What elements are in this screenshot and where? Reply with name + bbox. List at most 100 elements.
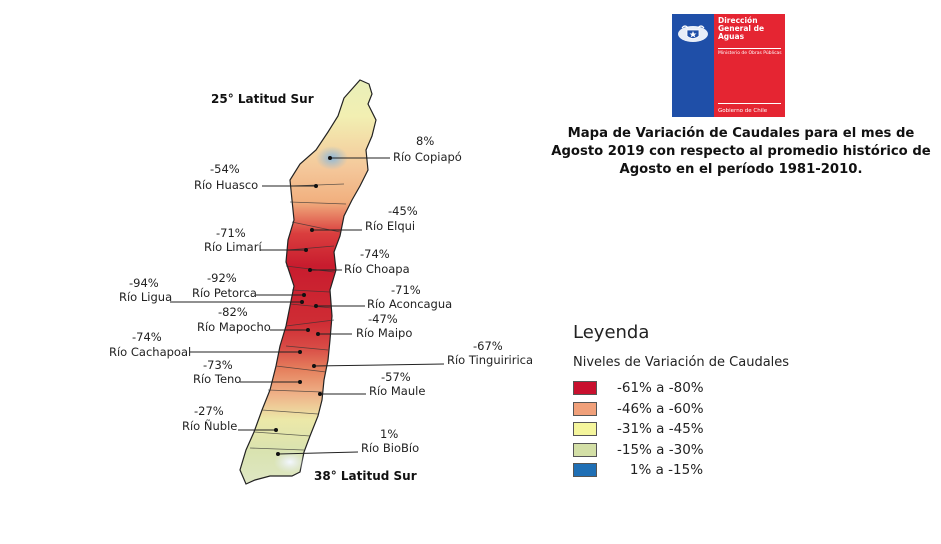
river-value: -54%	[210, 162, 240, 176]
river-point	[300, 300, 304, 304]
chilean-coat-of-arms-icon	[678, 25, 708, 42]
river-point	[308, 268, 312, 272]
river-name: Río Cachapoal	[109, 345, 191, 359]
river-annotation: -67%Río Tinguiririca	[312, 339, 533, 368]
river-name: Río Teno	[193, 372, 241, 386]
river-value: -74%	[360, 247, 390, 261]
legend-item-label: -61% a -80%	[617, 380, 704, 397]
river-value: -47%	[368, 312, 398, 326]
legend-item: -46% a -60%	[573, 399, 789, 420]
map-territory	[239, 79, 377, 485]
legend-swatch	[573, 463, 597, 478]
river-point	[298, 350, 302, 354]
legend-subtitle: Niveles de Variación de Caudales	[573, 355, 790, 370]
river-value: -45%	[388, 204, 418, 218]
legend-item: -31% a -45%	[573, 419, 789, 440]
river-annotation: -54% Río Huasco	[194, 162, 318, 192]
river-value: -82%	[218, 305, 248, 319]
river-point	[314, 304, 318, 308]
legend-item-label: -31% a -45%	[617, 421, 704, 438]
river-value: -92%	[207, 271, 237, 285]
river-annotation: -74%Río Cachapoal	[109, 330, 302, 359]
legend-item: 1% a -15%	[573, 460, 789, 481]
latitude-south-label: 38° Latitud Sur	[314, 469, 417, 483]
river-value: -74%	[132, 330, 162, 344]
river-value: -71%	[216, 226, 246, 240]
river-value: -27%	[194, 404, 224, 418]
logo-divider	[718, 48, 781, 49]
river-name: Río Ñuble	[182, 418, 237, 433]
legend-item-label: -46% a -60%	[617, 400, 704, 417]
river-point	[314, 184, 318, 188]
river-point	[306, 328, 310, 332]
legend-item-label: -15% a -30%	[617, 441, 704, 458]
legend-item: -61% a -80%	[573, 378, 789, 399]
legend-item: -15% a -30%	[573, 440, 789, 461]
legend-swatch	[573, 401, 597, 416]
river-annotation: -73%Río Teno	[193, 358, 302, 386]
river-annotation: -94%Río Ligua	[119, 276, 304, 304]
river-name: Río BioBío	[361, 441, 419, 455]
river-leader-line	[313, 363, 445, 367]
river-point	[328, 156, 332, 160]
logo-subtitle: Ministerio de Obras Públicas	[718, 51, 782, 56]
river-annotation: 1%Río BioBío	[276, 427, 419, 456]
dga-logo: Dirección General de Aguas Ministerio de…	[672, 14, 785, 117]
logo-divider	[718, 103, 781, 104]
river-name: Río Aconcagua	[367, 297, 452, 311]
logo-footer: Gobierno de Chile	[718, 108, 768, 114]
legend-swatch	[573, 442, 597, 457]
river-value: 8%	[416, 134, 434, 148]
river-point	[312, 364, 316, 368]
river-name: Río Maule	[369, 384, 425, 398]
river-annotation: -74%Río Choapa	[308, 247, 410, 276]
river-annotation: -71%Río Aconcagua	[314, 283, 452, 311]
logo-blue-field	[672, 14, 714, 117]
river-point	[276, 452, 280, 456]
river-name: Río Choapa	[344, 262, 410, 276]
river-point	[298, 380, 302, 384]
river-value: -67%	[473, 339, 503, 353]
legend-swatch	[573, 422, 597, 437]
map-title: Mapa de Variación de Caudales para el me…	[551, 126, 931, 177]
river-annotation: -47%Río Maipo	[316, 312, 412, 340]
river-value: -71%	[391, 283, 421, 297]
river-name: Río Limarí	[204, 240, 262, 254]
river-point	[310, 228, 314, 232]
river-name: Río Elqui	[365, 219, 415, 233]
legend-item-label: 1% a -15%	[617, 462, 704, 479]
river-point	[318, 392, 322, 396]
latitude-labels: 25° Latitud Sur 38° Latitud Sur	[211, 92, 417, 483]
river-annotation: -71%Río Limarí	[204, 226, 308, 254]
river-annotation: -82%Río Mapocho	[197, 305, 310, 334]
logo-red-field: Dirección General de Aguas Ministerio de…	[714, 14, 785, 117]
river-annotation: 8% Río Copiapó	[328, 134, 462, 164]
legend-title: Leyenda	[573, 322, 650, 343]
river-point	[302, 293, 306, 297]
legend-swatch	[573, 381, 597, 396]
river-name: Río Huasco	[194, 178, 258, 192]
river-annotations: 8% Río Copiapó -54% Río Huasco -45%Río Elqui…	[109, 134, 533, 456]
river-name: Río Petorca	[192, 286, 257, 300]
river-name: Río Tinguiririca	[447, 353, 533, 367]
river-point	[304, 248, 308, 252]
legend: Leyenda Niveles de Variación de Caudales…	[573, 322, 789, 481]
river-name: Río Copiapó	[393, 150, 462, 164]
river-annotation: -92%Río Petorca	[192, 271, 306, 300]
river-name: Río Mapocho	[197, 320, 271, 334]
river-point	[274, 428, 278, 432]
river-annotation: -57%Río Maule	[318, 370, 425, 398]
river-value: 1%	[380, 427, 398, 441]
river-annotation: -27%Río Ñuble	[182, 404, 278, 433]
latitude-north-label: 25° Latitud Sur	[211, 92, 314, 106]
river-value: -73%	[203, 358, 233, 372]
river-leader-line	[277, 451, 359, 455]
legend-items: -61% a -80% -46% a -60% -31% a -45% -15% a …	[573, 378, 789, 481]
river-name: Río Ligua	[119, 290, 172, 304]
river-value: -57%	[381, 370, 411, 384]
river-annotation: -45%Río Elqui	[310, 204, 418, 233]
river-point	[316, 332, 320, 336]
river-value: -94%	[129, 276, 159, 290]
logo-title: Dirección General de Aguas	[718, 16, 765, 41]
